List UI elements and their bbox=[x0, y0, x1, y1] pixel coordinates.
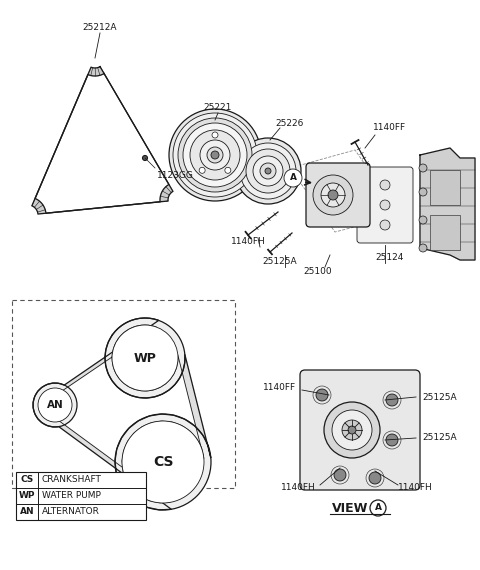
Circle shape bbox=[386, 434, 398, 446]
Polygon shape bbox=[32, 67, 173, 214]
Bar bbox=[430, 215, 460, 250]
Circle shape bbox=[313, 175, 353, 215]
Bar bbox=[12, 300, 235, 488]
Circle shape bbox=[115, 414, 211, 510]
Circle shape bbox=[200, 140, 230, 170]
Text: 25100: 25100 bbox=[304, 267, 332, 276]
Circle shape bbox=[240, 143, 296, 199]
Circle shape bbox=[419, 188, 427, 196]
Circle shape bbox=[260, 163, 276, 179]
Polygon shape bbox=[33, 318, 211, 510]
Text: 25226: 25226 bbox=[276, 119, 304, 128]
Circle shape bbox=[33, 383, 77, 427]
Text: WATER PUMP: WATER PUMP bbox=[42, 491, 101, 500]
Circle shape bbox=[38, 388, 72, 422]
Circle shape bbox=[173, 113, 257, 197]
Circle shape bbox=[419, 216, 427, 224]
Circle shape bbox=[143, 156, 147, 161]
Circle shape bbox=[190, 130, 240, 180]
Circle shape bbox=[211, 151, 219, 159]
Circle shape bbox=[253, 156, 283, 186]
Circle shape bbox=[169, 109, 261, 201]
Circle shape bbox=[183, 123, 247, 187]
Circle shape bbox=[105, 318, 185, 398]
Text: CS: CS bbox=[20, 475, 34, 484]
Circle shape bbox=[348, 426, 356, 434]
Text: AN: AN bbox=[47, 400, 63, 410]
Text: A: A bbox=[289, 173, 297, 182]
Text: A: A bbox=[374, 503, 382, 512]
Circle shape bbox=[122, 421, 204, 503]
Text: 1140FH: 1140FH bbox=[230, 238, 265, 246]
Text: CRANKSHAFT: CRANKSHAFT bbox=[42, 475, 102, 484]
Text: AN: AN bbox=[20, 507, 34, 516]
Text: CS: CS bbox=[153, 455, 173, 469]
Text: 25221: 25221 bbox=[204, 104, 232, 112]
Bar bbox=[16, 472, 146, 520]
Circle shape bbox=[246, 149, 290, 193]
Text: 25125A: 25125A bbox=[423, 393, 457, 402]
Text: 25124: 25124 bbox=[376, 254, 404, 263]
Circle shape bbox=[380, 180, 390, 190]
Circle shape bbox=[178, 118, 252, 192]
FancyBboxPatch shape bbox=[300, 370, 420, 490]
Circle shape bbox=[321, 183, 345, 207]
FancyBboxPatch shape bbox=[357, 167, 413, 243]
Circle shape bbox=[380, 200, 390, 210]
Circle shape bbox=[235, 138, 301, 204]
Text: 1140FF: 1140FF bbox=[264, 384, 297, 393]
Circle shape bbox=[265, 168, 271, 174]
Circle shape bbox=[332, 410, 372, 450]
Circle shape bbox=[334, 469, 346, 481]
Circle shape bbox=[328, 190, 338, 200]
Circle shape bbox=[212, 132, 218, 138]
Circle shape bbox=[369, 472, 381, 484]
Text: 25212A: 25212A bbox=[83, 23, 117, 32]
FancyBboxPatch shape bbox=[306, 163, 370, 227]
Text: 1123GG: 1123GG bbox=[156, 170, 193, 180]
Circle shape bbox=[386, 394, 398, 406]
Circle shape bbox=[207, 147, 223, 163]
Circle shape bbox=[419, 164, 427, 172]
Text: VIEW: VIEW bbox=[332, 502, 368, 515]
Text: 25125A: 25125A bbox=[423, 434, 457, 442]
Circle shape bbox=[419, 244, 427, 252]
Circle shape bbox=[316, 389, 328, 401]
Circle shape bbox=[225, 168, 231, 173]
Circle shape bbox=[370, 500, 386, 516]
Circle shape bbox=[324, 402, 380, 458]
Circle shape bbox=[284, 169, 302, 187]
Text: 1140FH: 1140FH bbox=[281, 483, 315, 492]
Text: 25125A: 25125A bbox=[263, 258, 297, 267]
Circle shape bbox=[342, 420, 362, 440]
Text: WP: WP bbox=[19, 491, 35, 500]
Text: ALTERNATOR: ALTERNATOR bbox=[42, 507, 100, 516]
Circle shape bbox=[112, 325, 178, 391]
Text: 1140FF: 1140FF bbox=[373, 124, 407, 132]
Bar bbox=[430, 170, 460, 205]
Text: WP: WP bbox=[133, 352, 156, 364]
Circle shape bbox=[380, 220, 390, 230]
Polygon shape bbox=[420, 148, 475, 260]
Circle shape bbox=[199, 168, 205, 173]
Text: 1140FH: 1140FH bbox=[397, 483, 432, 492]
